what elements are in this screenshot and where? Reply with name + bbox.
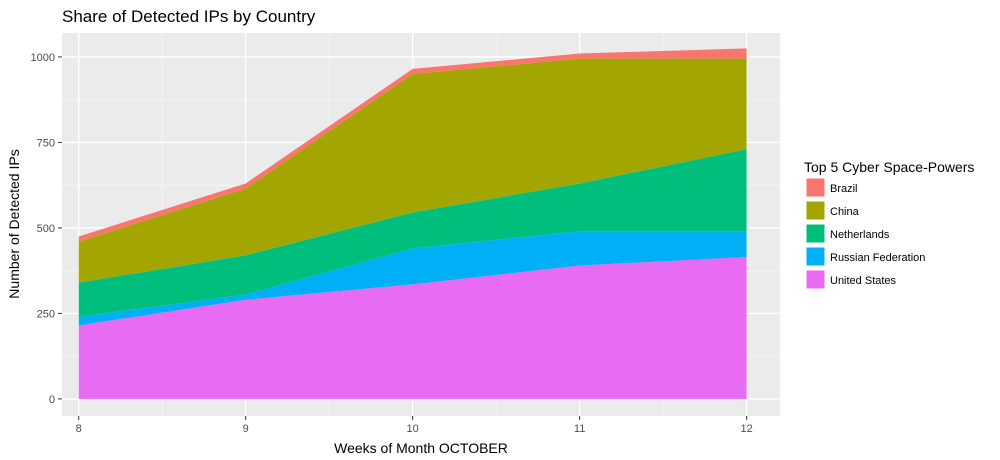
x-tick-label: 11 bbox=[574, 423, 585, 435]
area-layers bbox=[78, 48, 747, 399]
legend-swatch-united-states bbox=[805, 269, 826, 290]
area-netherlands bbox=[78, 149, 747, 317]
chart-title: Share of Detected IPs by Country bbox=[62, 7, 316, 26]
y-tick-label: 750 bbox=[37, 137, 55, 149]
area-united-states bbox=[78, 256, 747, 399]
area-china bbox=[78, 58, 747, 283]
legend-label-russian-federation: Russian Federation bbox=[830, 252, 925, 264]
legend-swatch-brazil bbox=[805, 177, 826, 198]
x-tick-label: 9 bbox=[243, 423, 249, 435]
legend-label-united-states: United States bbox=[830, 275, 897, 287]
legend: Top 5 Cyber Space-Powers Brazil China Neth… bbox=[804, 159, 974, 290]
legend-label-china: China bbox=[830, 206, 860, 218]
x-tick-label: 10 bbox=[407, 423, 419, 435]
x-tick-label: 12 bbox=[740, 423, 752, 435]
x-tick-label: 8 bbox=[76, 423, 82, 435]
y-axis-title: Number of Detected IPs bbox=[6, 149, 22, 298]
y-tick-label: 1000 bbox=[31, 52, 55, 64]
axis-ticks: 0 250 500 750 1000 8 9 10 11 12 bbox=[31, 52, 753, 435]
y-tick-label: 0 bbox=[49, 394, 55, 406]
legend-swatch-china bbox=[805, 200, 826, 221]
y-tick-label: 500 bbox=[37, 223, 55, 235]
area-russian-federation bbox=[78, 231, 747, 326]
legend-label-netherlands: Netherlands bbox=[830, 229, 890, 241]
x-axis-title: Weeks of Month OCTOBER bbox=[334, 440, 508, 456]
y-tick-label: 250 bbox=[37, 308, 55, 320]
legend-swatch-netherlands bbox=[805, 223, 826, 244]
legend-label-brazil: Brazil bbox=[830, 183, 858, 195]
legend-swatch-russian-federation bbox=[805, 246, 826, 267]
legend-title: Top 5 Cyber Space-Powers bbox=[804, 159, 974, 175]
